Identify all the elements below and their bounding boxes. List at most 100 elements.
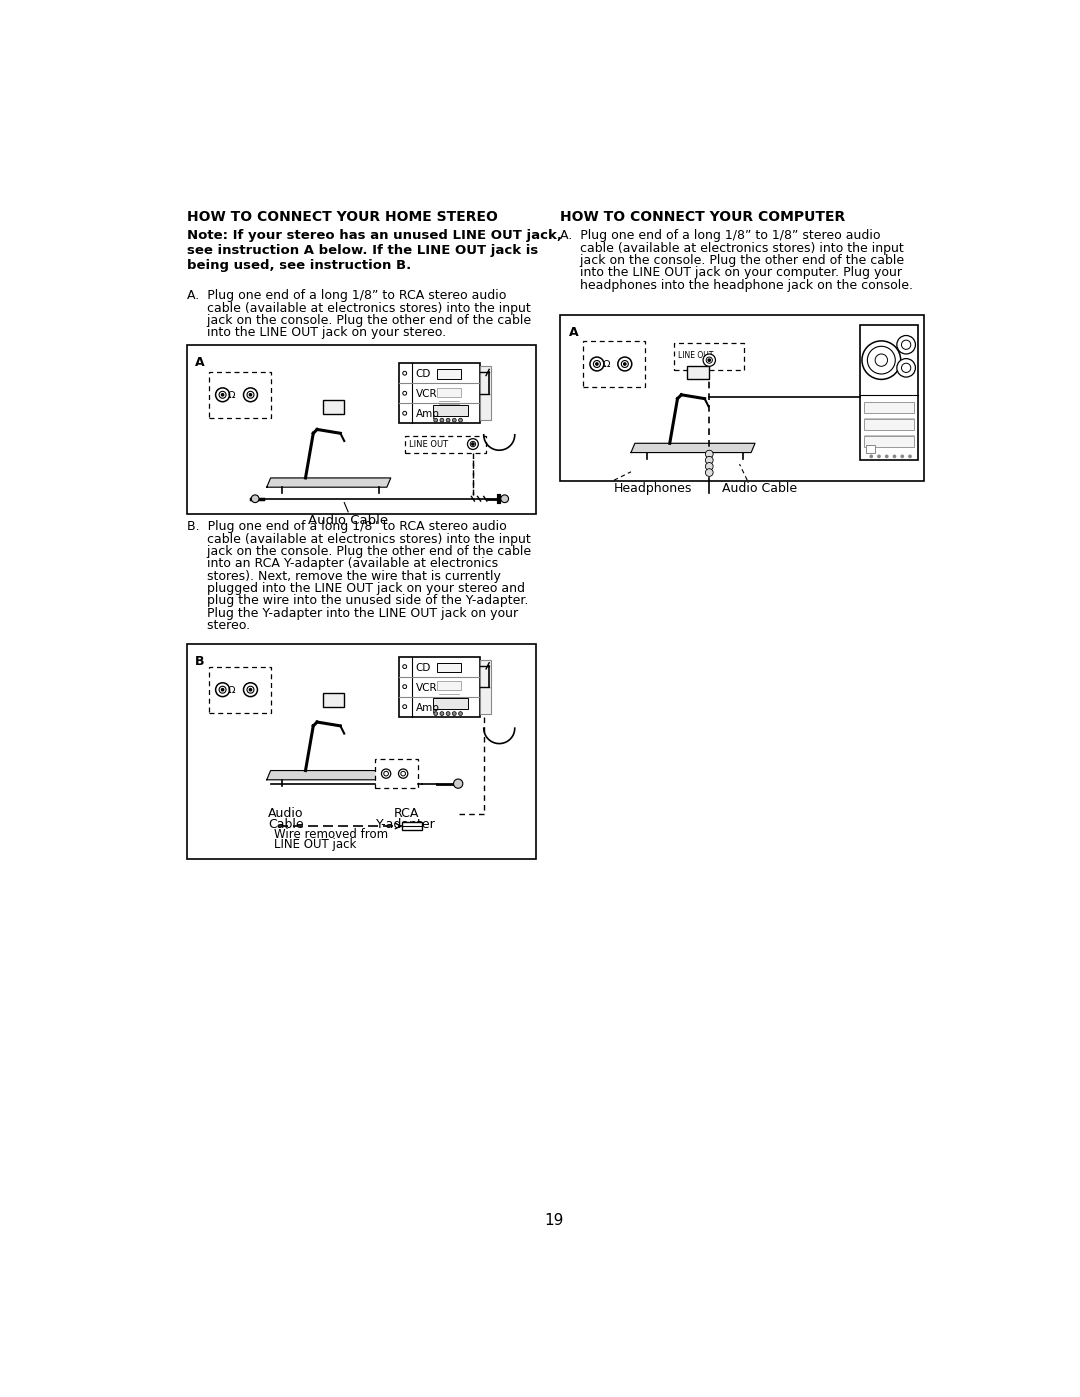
Text: jack on the console. Plug the other end of the cable: jack on the console. Plug the other end … xyxy=(187,545,531,557)
Bar xyxy=(323,400,345,414)
Circle shape xyxy=(705,462,713,471)
Text: Ω: Ω xyxy=(228,685,235,696)
Circle shape xyxy=(243,683,257,697)
Circle shape xyxy=(901,455,903,458)
Circle shape xyxy=(708,359,711,362)
Bar xyxy=(403,823,422,830)
Circle shape xyxy=(893,455,895,458)
Text: HOW TO CONNECT YOUR HOME STEREO: HOW TO CONNECT YOUR HOME STEREO xyxy=(187,210,498,224)
Text: jack on the console. Plug the other end of the cable: jack on the console. Plug the other end … xyxy=(187,314,531,327)
Circle shape xyxy=(403,372,407,376)
Text: plug the wire into the unused side of the Y-adapter.: plug the wire into the unused side of th… xyxy=(187,594,528,608)
Text: Audio Cable: Audio Cable xyxy=(723,482,797,495)
Text: HOW TO CONNECT YOUR COMPUTER: HOW TO CONNECT YOUR COMPUTER xyxy=(559,210,845,224)
Circle shape xyxy=(470,441,475,447)
Text: Plug the Y-adapter into the LINE OUT jack on your: Plug the Y-adapter into the LINE OUT jac… xyxy=(187,606,518,619)
Text: Y-adapter: Y-adapter xyxy=(376,819,436,831)
Circle shape xyxy=(216,683,230,697)
Bar xyxy=(687,366,708,380)
Text: Note: If your stereo has an unused LINE OUT jack,: Note: If your stereo has an unused LINE … xyxy=(187,229,562,242)
Text: 19: 19 xyxy=(544,1214,563,1228)
Circle shape xyxy=(403,685,407,689)
Circle shape xyxy=(623,363,626,365)
Bar xyxy=(399,363,480,423)
Bar xyxy=(866,444,875,453)
Text: stores). Next, remove the wire that is currently: stores). Next, remove the wire that is c… xyxy=(187,570,501,583)
Circle shape xyxy=(247,686,254,693)
Circle shape xyxy=(593,360,600,367)
Circle shape xyxy=(383,771,389,775)
Text: B: B xyxy=(194,655,204,668)
Bar xyxy=(583,341,645,387)
Bar xyxy=(399,657,480,717)
Bar xyxy=(864,402,914,414)
Bar xyxy=(187,644,536,859)
Bar xyxy=(480,366,490,420)
Bar xyxy=(437,369,460,379)
Text: RCA: RCA xyxy=(393,806,419,820)
Circle shape xyxy=(401,771,405,775)
Circle shape xyxy=(403,411,407,415)
Circle shape xyxy=(216,388,230,402)
Bar xyxy=(559,316,924,481)
Circle shape xyxy=(219,686,226,693)
Circle shape xyxy=(381,768,391,778)
Bar xyxy=(437,662,460,672)
Bar xyxy=(433,698,469,708)
Circle shape xyxy=(896,335,916,353)
Text: A.  Plug one end of a long 1/8” to 1/8” stereo audio: A. Plug one end of a long 1/8” to 1/8” s… xyxy=(559,229,880,242)
Text: LINE OUT jack: LINE OUT jack xyxy=(274,838,356,851)
Text: stereo.: stereo. xyxy=(187,619,251,631)
Bar xyxy=(405,436,486,453)
Circle shape xyxy=(453,418,456,422)
Circle shape xyxy=(249,394,252,395)
Text: plugged into the LINE OUT jack on your stereo and: plugged into the LINE OUT jack on your s… xyxy=(187,583,525,595)
Text: into the LINE OUT jack on your computer. Plug your: into the LINE OUT jack on your computer.… xyxy=(559,267,902,279)
Circle shape xyxy=(446,711,450,715)
Circle shape xyxy=(446,418,450,422)
Circle shape xyxy=(459,711,462,715)
Circle shape xyxy=(472,443,474,446)
Bar xyxy=(208,372,271,418)
Bar xyxy=(375,759,418,788)
Bar xyxy=(437,682,460,690)
Text: cable (available at electronics stores) into the input: cable (available at electronics stores) … xyxy=(187,302,530,314)
Circle shape xyxy=(501,495,509,503)
Text: Audio: Audio xyxy=(268,806,303,820)
Circle shape xyxy=(219,391,226,398)
Text: Cable: Cable xyxy=(268,819,303,831)
Circle shape xyxy=(706,358,713,363)
Circle shape xyxy=(886,455,888,458)
Text: into an RCA Y-adapter (available at electronics: into an RCA Y-adapter (available at elec… xyxy=(187,557,498,570)
Circle shape xyxy=(247,391,254,398)
Text: see instruction A below. If the LINE OUT jack is: see instruction A below. If the LINE OUT… xyxy=(187,244,538,257)
Text: Amp: Amp xyxy=(416,409,440,419)
Circle shape xyxy=(875,353,888,366)
Circle shape xyxy=(403,704,407,708)
Circle shape xyxy=(459,418,462,422)
Text: cable (available at electronics stores) into the input: cable (available at electronics stores) … xyxy=(559,242,904,254)
Bar xyxy=(187,345,536,514)
Text: LINE OUT: LINE OUT xyxy=(409,440,448,450)
Circle shape xyxy=(249,689,252,692)
Circle shape xyxy=(909,455,912,458)
Circle shape xyxy=(902,339,910,349)
Text: Headphones: Headphones xyxy=(613,482,692,495)
Text: Ω: Ω xyxy=(603,359,610,369)
Circle shape xyxy=(434,711,437,715)
Text: VCR: VCR xyxy=(416,683,437,693)
Text: CD: CD xyxy=(416,662,431,673)
Circle shape xyxy=(896,359,916,377)
Circle shape xyxy=(403,665,407,669)
Circle shape xyxy=(440,418,444,422)
Text: Ω: Ω xyxy=(228,390,235,400)
Circle shape xyxy=(454,780,463,788)
Circle shape xyxy=(440,711,444,715)
Circle shape xyxy=(703,353,715,366)
Bar xyxy=(480,659,490,714)
Circle shape xyxy=(221,394,224,395)
Bar xyxy=(208,666,271,712)
Circle shape xyxy=(453,711,456,715)
Polygon shape xyxy=(267,771,391,780)
Text: VCR: VCR xyxy=(416,390,437,400)
